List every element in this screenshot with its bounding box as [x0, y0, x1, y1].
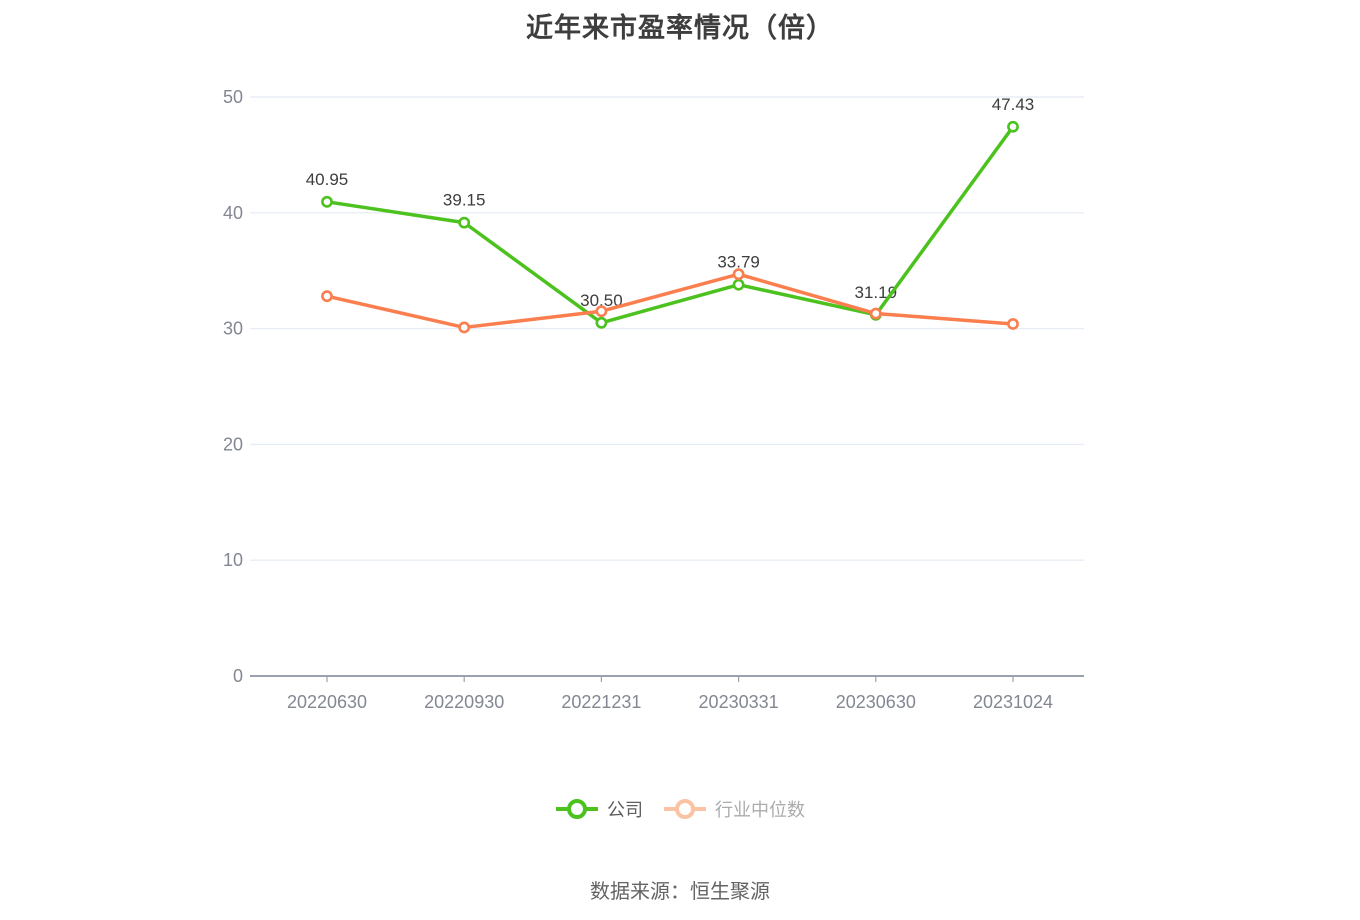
- data-point-label: 39.15: [443, 191, 486, 210]
- legend-item-industry-median[interactable]: 行业中位数: [663, 796, 805, 822]
- series-1-point[interactable]: [732, 268, 745, 281]
- line-chart-plot: 0 10 20 30 40 50 20220630 20220930 20221231 20230…: [223, 87, 1084, 712]
- legend-item-company[interactable]: 公司: [555, 796, 643, 822]
- series-0-point[interactable]: [1007, 120, 1019, 133]
- x-axis-tick-label: 20220930: [424, 692, 504, 712]
- series-line-1: [325, 272, 1015, 330]
- series-1-point[interactable]: [595, 305, 608, 318]
- series-1-point[interactable]: [458, 321, 471, 334]
- series-0-point[interactable]: [458, 216, 471, 229]
- y-axis-tick-label: 30: [223, 319, 243, 339]
- data-point-label: 30.50: [580, 291, 623, 310]
- series-1-point[interactable]: [869, 307, 882, 320]
- data-point-label: 40.95: [306, 170, 349, 189]
- series-1-point[interactable]: [321, 290, 333, 303]
- y-axis-tick-label: 20: [223, 434, 243, 454]
- industry-median-line-marker-icon: [664, 799, 706, 819]
- series-0-point[interactable]: [595, 316, 608, 329]
- y-axis-tick-label: 50: [223, 87, 243, 107]
- data-point-label: 33.79: [717, 253, 760, 272]
- data-source-note: 数据来源：恒生聚源: [590, 881, 770, 903]
- series-line-0: [325, 125, 1015, 325]
- x-axis-tick-label: 20231024: [973, 692, 1053, 712]
- x-axis-tick-label: 20221231: [561, 692, 641, 712]
- y-axis-tick-label: 40: [223, 203, 243, 223]
- legend-label-company: 公司: [607, 800, 643, 820]
- chart-title: 近年来市盈率情况（倍）: [526, 13, 834, 43]
- x-axis-tick-label: 20220630: [287, 692, 367, 712]
- series-1-point[interactable]: [1007, 318, 1019, 330]
- x-axis-tick-label: 20230331: [699, 692, 779, 712]
- data-point-label: 47.43: [992, 95, 1035, 114]
- legend: 公司 行业中位数: [0, 796, 1360, 822]
- legend-label-industry-median: 行业中位数: [715, 800, 805, 820]
- x-axis-tick-label: 20230630: [836, 692, 916, 712]
- y-axis-tick-label: 10: [223, 550, 243, 570]
- series-0-point[interactable]: [732, 278, 745, 291]
- y-axis-tick-label: 0: [233, 666, 243, 686]
- series-0-point[interactable]: [321, 195, 333, 208]
- data-point-label: 31.19: [855, 283, 898, 302]
- company-line-marker-icon: [556, 799, 598, 819]
